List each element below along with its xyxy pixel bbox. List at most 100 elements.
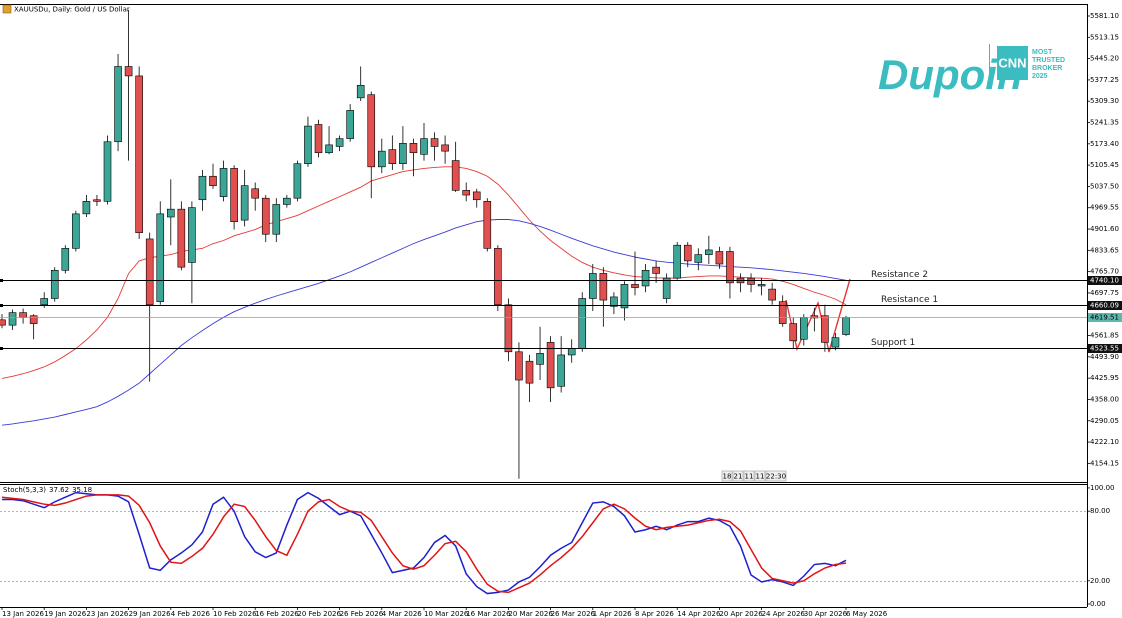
candle-body [198, 175, 207, 201]
y-tick-label: 20.00 [1090, 577, 1110, 585]
level-price-label: 4523.55 [1090, 345, 1119, 353]
candle-body [304, 125, 312, 164]
candle-body [610, 296, 618, 307]
y-tick-label: 4901.60 [1090, 225, 1119, 233]
candle-body [472, 191, 481, 201]
candle-body [177, 208, 186, 268]
candle-body [683, 244, 692, 262]
candle-body [842, 317, 850, 335]
y-tick-label: 4290.05 [1090, 417, 1119, 425]
level-name: Resistance 2 [871, 270, 928, 280]
x-tick-label: 20 Apr 2026 [719, 610, 763, 618]
y-tick-label: 5105.45 [1090, 161, 1119, 169]
candle-body [599, 273, 608, 301]
logo-tagline: MOST [1032, 49, 1053, 56]
candle-body [536, 353, 544, 365]
candle-body [694, 254, 703, 263]
candle-body [325, 144, 333, 154]
candle-body [114, 66, 122, 143]
moving-average [1, 219, 847, 426]
candle-body [441, 144, 449, 152]
level-marker [0, 279, 3, 282]
candle-body [715, 251, 724, 265]
y-tick-label: 5173.40 [1090, 140, 1119, 148]
logo-badge-text: CNN [998, 55, 1026, 70]
candle-body [156, 213, 165, 302]
x-tick-label: 8 Apr 2026 [635, 610, 674, 618]
candle-body [821, 315, 829, 343]
candle-body [82, 201, 91, 215]
candle-body [451, 160, 460, 191]
candle-body [831, 337, 840, 348]
logo-tagline: BROKER [1032, 65, 1062, 72]
level-price-label: 4660.09 [1090, 302, 1119, 310]
logo: Dupoin CNN MOST TRUSTED BROKER 2025 [878, 44, 1065, 98]
level-price-box [1088, 276, 1122, 285]
y-tick-label: 4833.65 [1090, 246, 1119, 254]
indicator-title: Stoch(5,3,3) [3, 486, 46, 494]
candle-body [346, 110, 354, 139]
x-tick-label: 20 Mar 2026 [508, 610, 553, 618]
candle-body [72, 213, 80, 249]
indicator-line [2, 491, 847, 595]
x-tick-label: 26 Feb 2026 [340, 610, 384, 618]
candle-body [557, 354, 565, 387]
candle-body [240, 185, 249, 221]
timer-text: 21 [734, 473, 743, 481]
candle-body [462, 190, 471, 196]
candle-body [757, 284, 766, 287]
x-tick-label: 1 Apr 2026 [593, 610, 632, 618]
candle-body [209, 175, 217, 186]
candle-body [388, 149, 397, 164]
y-tick-label: 5581.10 [1090, 12, 1119, 20]
candle-body [494, 248, 502, 306]
x-tick-label: 29 Jan 2026 [129, 610, 172, 618]
x-tick-label: 6 May 2026 [846, 610, 888, 618]
candle-body [515, 351, 523, 381]
timer-box [743, 470, 755, 482]
y-tick-label: 4425.95 [1090, 374, 1119, 382]
y-tick-label: 4222.10 [1090, 438, 1119, 446]
level-marker [0, 304, 3, 307]
x-tick-label: 14 Apr 2026 [677, 610, 721, 618]
candle-body [335, 138, 344, 147]
candle-body [578, 298, 587, 349]
y-tick-label: 5377.25 [1090, 76, 1119, 84]
candle-body [673, 244, 682, 279]
y-tick-label: 5445.20 [1090, 55, 1119, 63]
y-tick-label: 5037.50 [1090, 182, 1119, 190]
timer-text: 18 [723, 473, 732, 481]
candle-body [19, 312, 27, 318]
candle-body [588, 273, 597, 299]
logo-tagline: TRUSTED [1032, 57, 1065, 64]
candle-body [230, 168, 238, 222]
logo-badge [997, 46, 1028, 80]
timer-text: 22:30 [766, 473, 786, 481]
y-tick-label: 5241.35 [1090, 119, 1119, 127]
candle-body [377, 150, 386, 168]
current-price-box [1088, 313, 1122, 322]
level-name: Support 1 [871, 338, 915, 348]
logo-tagline: 2025 [1032, 73, 1048, 80]
candle-body [314, 124, 323, 154]
candle-body [61, 248, 70, 271]
y-tick-label: 4969.55 [1090, 204, 1119, 212]
x-tick-label: 4 Mar 2026 [382, 610, 422, 618]
symbol-title: XAUUSDu, Daily: Gold / US Dollar [14, 6, 130, 14]
candle-body [768, 288, 776, 301]
candle-body [483, 201, 492, 249]
y-tick-label: 4765.70 [1090, 268, 1119, 276]
candle-body [399, 143, 407, 164]
y-tick-label: 100.00 [1090, 484, 1115, 492]
x-tick-label: 4 Feb 2026 [171, 610, 211, 618]
candle-body [145, 238, 154, 306]
x-tick-label: 16 Feb 2026 [255, 610, 299, 618]
candle-body [525, 360, 534, 384]
y-tick-label: 5513.15 [1090, 33, 1119, 41]
y-tick-label: 80.00 [1090, 507, 1110, 515]
indicator-value: 35.18 [72, 486, 92, 494]
candle-body [546, 342, 555, 389]
timer-text: 11 [745, 473, 754, 481]
x-tick-label: 16 Mar 2026 [466, 610, 511, 618]
